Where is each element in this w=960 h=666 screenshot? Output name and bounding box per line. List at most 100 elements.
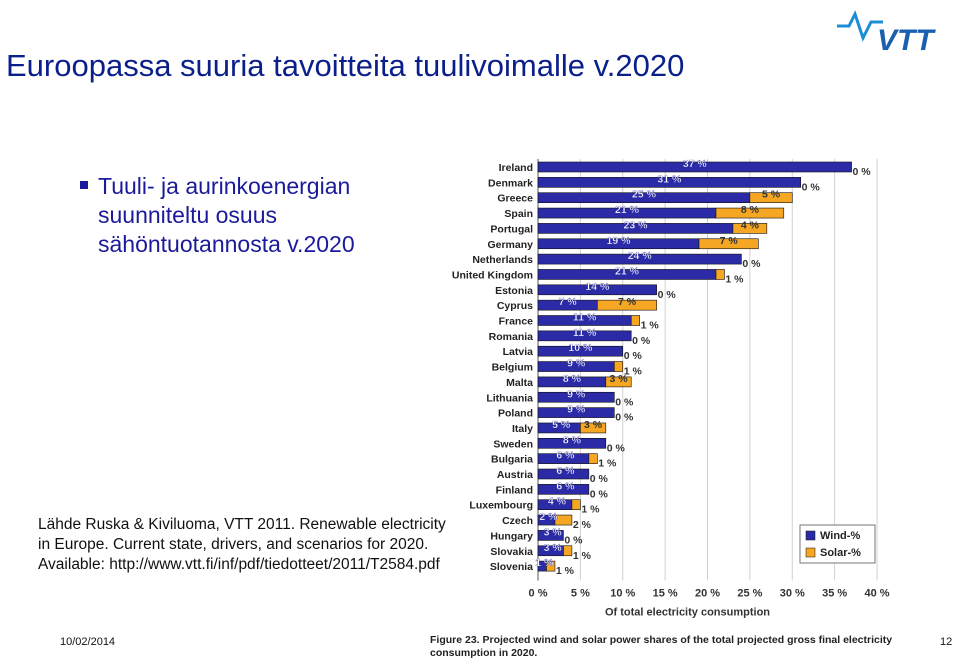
category-label: Estonia [495,285,533,297]
wind-data-label: 9 % [567,404,586,416]
logo-text: VTT [877,24,936,56]
solar-bar [563,545,573,557]
category-label: Ireland [499,162,533,174]
vtt-logo: VTT [837,10,936,56]
legend-label: Wind-% [820,530,860,542]
solar-data-label: 7 % [720,235,739,247]
category-label: Cyprus [497,300,533,312]
x-axis-label: Of total electricity consumption [605,606,770,618]
solar-bar [554,514,573,526]
solar-bar [630,315,641,326]
category-label: France [499,316,534,328]
solar-data-label: 4 % [741,219,760,231]
bullet-square-icon [80,181,88,189]
solar-data-label: 0 % [564,534,583,546]
wind-data-label: 7 % [559,296,578,308]
wind-data-label: 31 % [657,173,682,185]
solar-data-label: 1 % [641,320,660,332]
wind-data-label: 5 % [552,419,571,431]
solar-bar [580,422,607,434]
x-tick-label: 5 % [571,587,590,599]
category-label: Portugal [490,223,533,235]
x-tick-label: 40 % [864,587,889,599]
solar-data-label: 0 % [853,166,872,178]
x-tick-label: 0 % [529,587,548,599]
figure-caption: Figure 23. Projected wind and solar powe… [430,634,893,659]
wind-bar [537,177,802,188]
solar-bar [749,192,793,204]
solar-data-label: 7 % [618,296,637,308]
wind-data-label: 23 % [623,219,648,231]
wind-bar [537,161,852,173]
solar-data-label: 0 % [607,442,626,454]
category-label: Denmark [488,177,533,189]
category-label: Hungary [490,530,533,542]
solar-bar [546,560,556,572]
legend-label: Solar-% [820,547,861,559]
category-label: Malta [506,377,533,389]
wind-data-label: 10 % [568,342,593,354]
solar-bar [571,499,581,511]
category-label: Greece [497,193,533,205]
wind-data-label: 37 % [683,158,708,170]
wind-data-label: 6 % [556,465,575,477]
solar-data-label: 3 % [609,373,628,385]
wind-data-label: 19 % [607,235,632,247]
wind-bar [537,284,657,296]
category-label: Slovakia [490,546,533,558]
solar-data-label: 1 % [624,366,643,378]
solar-bar [597,299,657,311]
wind-data-label: 9 % [567,388,586,400]
wind-data-label: 9 % [567,358,586,370]
wind-data-label: 11 % [573,312,597,324]
wind-data-label: 21 % [615,265,640,277]
wind-data-label: 14 % [585,281,610,293]
wind-data-label: 6 % [556,450,575,462]
wind-data-label: 11 % [573,327,597,339]
legend-swatch [805,530,816,541]
x-tick-label: 25 % [737,587,762,599]
solar-data-label: 0 % [632,335,651,347]
category-label: Lithuania [486,392,533,404]
solar-data-label: 0 % [615,396,634,408]
category-label: Finland [496,484,533,496]
category-label: Romania [489,331,534,343]
solar-bar [605,376,632,388]
wind-bar [537,484,590,495]
bullet-text: Tuuli- ja aurinkoenergian suunniteltu os… [98,173,355,257]
wind-data-label: 3 % [544,526,563,538]
category-label: Bulgaria [491,454,533,466]
category-label: Luxembourg [469,500,533,512]
wind-data-label: 4 % [548,496,567,508]
category-label: Spain [504,208,533,220]
wind-data-label: 6 % [556,480,575,492]
wind-data-label: 1 % [535,557,554,569]
wind-data-label: 21 % [615,204,640,216]
wind-bar [537,468,590,480]
solar-data-label: 5 % [762,189,781,201]
solar-data-label: 0 % [658,289,677,301]
solar-data-label: 0 % [802,181,821,193]
legend-swatch [805,547,816,558]
solar-bar [613,361,624,372]
solar-data-label: 3 % [584,419,603,431]
category-label: Netherlands [472,254,533,266]
footer-date: 10/02/2014 [60,636,116,648]
wind-bar [537,437,607,449]
solar-data-label: 8 % [741,204,760,216]
solar-data-label: 1 % [725,273,744,285]
category-label: Czech [502,515,533,527]
category-label: Germany [487,239,533,251]
category-label: United Kingdom [452,269,533,281]
source-text: Lähde Ruska & Kiviluoma, VTT 2011. Renew… [38,516,446,573]
wind-data-label: 3 % [544,542,563,554]
solar-data-label: 1 % [581,504,600,516]
category-label: Slovenia [490,561,533,573]
page-number: 12 [940,636,953,648]
page-title: Euroopassa suuria tavoitteita tuulivoima… [6,48,685,83]
bullet-point: Tuuli- ja aurinkoenergian suunniteltu os… [80,172,440,259]
category-label: Sweden [493,438,533,450]
solar-data-label: 0 % [590,488,609,500]
solar-data-label: 1 % [573,550,592,562]
solar-bar [715,207,785,219]
